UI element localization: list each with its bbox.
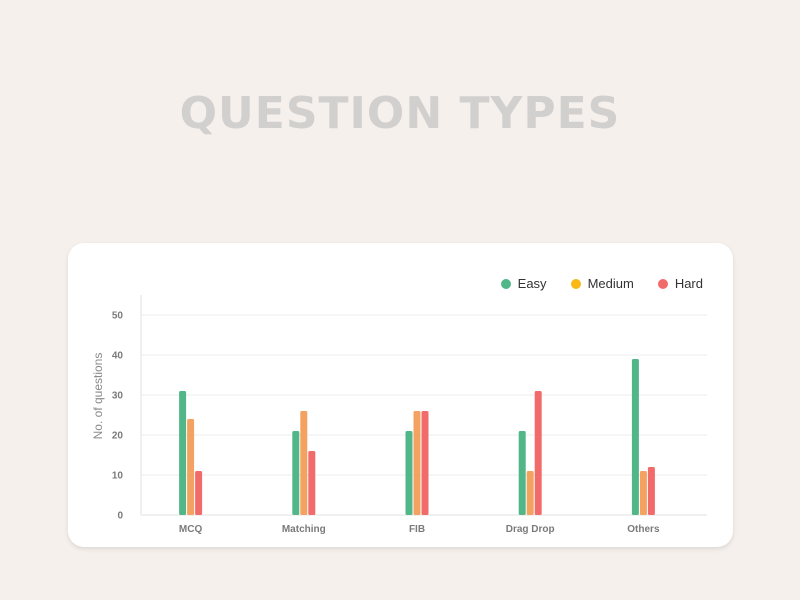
bar-drag-drop-medium[interactable] <box>526 471 534 515</box>
bar-fib-easy[interactable] <box>405 431 413 515</box>
chart-legend: Easy Medium Hard <box>500 276 703 291</box>
y-tick-label-40: 40 <box>112 351 124 362</box>
bar-others-easy[interactable] <box>631 359 639 515</box>
legend-dot-medium-icon <box>570 278 581 289</box>
x-tick-label-others: Others <box>627 524 660 535</box>
page-title: QUESTION TYPES <box>179 88 621 139</box>
legend-dot-hard-icon <box>657 278 668 289</box>
legend-item-easy[interactable]: Easy <box>500 276 547 291</box>
y-axis-title: No. of questions <box>91 353 105 440</box>
bar-matching-hard[interactable] <box>308 451 316 515</box>
tick-labels: 0 10 20 30 40 50 MCQ Matching FIB Drag Drop Others <box>112 311 660 536</box>
bar-mcq-hard[interactable] <box>195 471 203 515</box>
bar-matching-medium[interactable] <box>300 411 308 515</box>
y-tick-label-10: 10 <box>112 471 124 482</box>
bar-matching-easy[interactable] <box>292 431 300 515</box>
legend-dot-easy-icon <box>500 278 511 289</box>
legend-item-hard[interactable]: Hard <box>657 276 703 291</box>
legend-item-medium[interactable]: Medium <box>570 276 634 291</box>
legend-label-hard: Hard <box>674 276 703 291</box>
bar-mcq-medium[interactable] <box>187 419 195 515</box>
y-tick-label-20: 20 <box>112 431 124 442</box>
bar-mcq-easy[interactable] <box>179 391 187 515</box>
bar-fib-medium[interactable] <box>413 411 421 515</box>
y-tick-label-30: 30 <box>112 391 124 402</box>
x-tick-label-drag-drop: Drag Drop <box>506 524 555 535</box>
bars <box>179 359 655 515</box>
y-tick-label-50: 50 <box>112 311 124 322</box>
y-tick-label-0: 0 <box>117 511 123 522</box>
bar-fib-hard[interactable] <box>421 411 429 515</box>
x-tick-label-fib: FIB <box>409 524 425 535</box>
x-tick-label-matching: Matching <box>282 524 326 535</box>
legend-label-medium: Medium <box>587 276 634 291</box>
x-tick-label-mcq: MCQ <box>179 524 203 535</box>
bar-drag-drop-easy[interactable] <box>518 431 526 515</box>
bar-others-medium[interactable] <box>639 471 647 515</box>
bar-drag-drop-hard[interactable] <box>534 391 542 515</box>
bar-others-hard[interactable] <box>647 467 655 515</box>
legend-label-easy: Easy <box>517 276 547 291</box>
